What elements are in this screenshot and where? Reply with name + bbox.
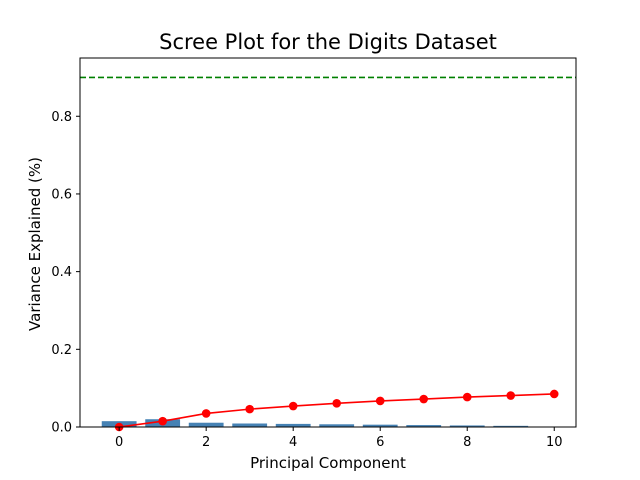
bar-5 xyxy=(319,424,355,427)
y-tick-label-4: 0.8 xyxy=(51,110,72,125)
bar-4 xyxy=(275,423,311,427)
x-tick-label-3: 6 xyxy=(376,435,384,450)
plot-area: 0 2 4 6 8 10 0.0 0.2 0.4 0.6 0.8 xyxy=(51,57,577,450)
y-axis-label: Variance Explained (%) xyxy=(26,157,44,331)
x-axis-label: Principal Component xyxy=(250,454,406,472)
x-tick-label-5: 10 xyxy=(546,435,563,450)
y-tick-label-0: 0.0 xyxy=(51,421,72,436)
bar-6 xyxy=(362,424,398,427)
x-tick-label-2: 4 xyxy=(289,435,297,450)
chart-title: Scree Plot for the Digits Dataset xyxy=(159,30,497,54)
bar-8 xyxy=(449,425,485,427)
cumulative-point-8 xyxy=(462,392,472,402)
cumulative-point-9 xyxy=(506,391,516,400)
axes-frame xyxy=(79,57,577,428)
cumulative-point-10 xyxy=(549,389,559,399)
x-tick-label-0: 0 xyxy=(115,435,123,450)
cumulative-point-2 xyxy=(201,409,211,418)
cumulative-point-1 xyxy=(158,416,167,426)
cumulative-point-7 xyxy=(419,394,429,404)
bar-7 xyxy=(406,425,442,427)
y-tick-label-1: 0.2 xyxy=(51,343,72,358)
cumulative-point-6 xyxy=(375,396,385,406)
cumulative-point-5 xyxy=(332,399,342,408)
cumulative-point-3 xyxy=(245,404,254,414)
bar-3 xyxy=(232,423,268,427)
y-tick-label-3: 0.6 xyxy=(51,187,72,202)
bar-2 xyxy=(188,422,224,427)
bar-9 xyxy=(493,425,529,427)
cumulative-point-4 xyxy=(288,401,298,411)
x-tick-label-4: 8 xyxy=(463,435,471,450)
y-tick-label-2: 0.4 xyxy=(51,265,72,280)
x-tick-label-1: 2 xyxy=(202,435,210,450)
